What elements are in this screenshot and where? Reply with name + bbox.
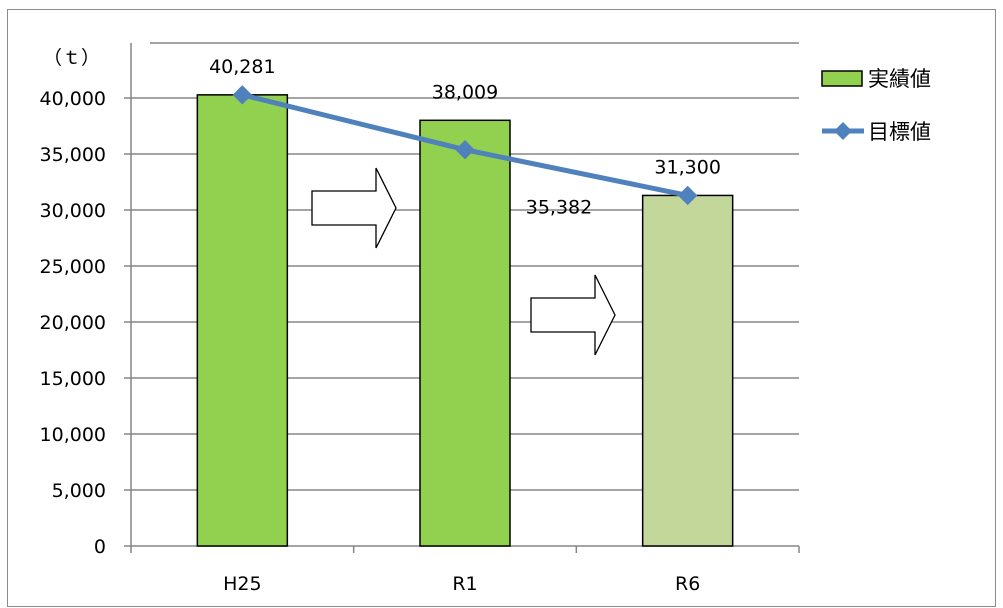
- y-tick-label: 10,000: [40, 424, 106, 446]
- bars: [196, 94, 734, 547]
- unit-label: （ｔ）: [43, 47, 100, 69]
- y-tick-label: 30,000: [40, 200, 106, 222]
- legend-swatch-bar: [821, 70, 863, 87]
- x-tick-label: R6: [675, 573, 700, 595]
- target-value-label: 35,382: [526, 197, 592, 219]
- data-labels: 40,281 38,009 31,300 35,382: [209, 56, 721, 219]
- y-tick-label: 15,000: [40, 368, 106, 390]
- target-marker-H25: [232, 85, 253, 105]
- x-tick-label: R1: [452, 573, 477, 595]
- bar-value-label: 31,300: [654, 156, 720, 178]
- bar-R6: [641, 194, 734, 547]
- target-line: [232, 85, 698, 206]
- target-marker-R1: [455, 140, 475, 160]
- legend-label-bar: 実績値: [868, 67, 931, 91]
- bar-H25: [196, 94, 289, 547]
- y-tick-label: 5,000: [52, 480, 106, 502]
- x-tick-label: H25: [223, 573, 261, 595]
- trend-arrows: [311, 167, 616, 356]
- y-tick-label: 0: [94, 536, 106, 558]
- y-tick-label: 20,000: [40, 312, 106, 334]
- arrow-right-2: [530, 274, 616, 356]
- y-tick-label: 35,000: [40, 144, 106, 166]
- legend-swatch-marker: [834, 122, 852, 140]
- legend-label-line: 目標値: [868, 120, 931, 144]
- bar-value-label: 38,009: [432, 81, 498, 103]
- bar-value-label: 40,281: [209, 56, 275, 78]
- y-tick-label: 40,000: [40, 88, 106, 110]
- arrow-right-1: [311, 167, 397, 249]
- target-marker-R6: [677, 185, 698, 206]
- bar-R1: [419, 119, 511, 547]
- y-tick-label: 25,000: [40, 256, 106, 278]
